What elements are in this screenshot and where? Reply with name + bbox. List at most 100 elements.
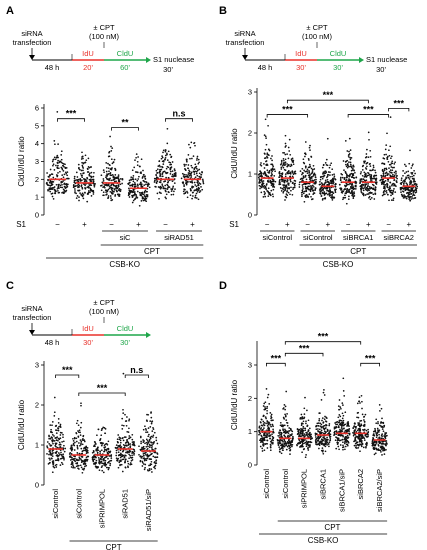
data-point — [367, 431, 370, 433]
data-point — [270, 440, 273, 442]
data-point — [377, 448, 380, 450]
significance-label: *** — [318, 332, 329, 342]
data-point — [305, 431, 308, 434]
data-point — [59, 446, 62, 449]
data-point — [196, 174, 199, 177]
data-point — [271, 164, 274, 166]
data-point — [68, 455, 71, 458]
scatter-lane — [91, 426, 113, 474]
data-point — [170, 190, 173, 192]
data-point — [195, 192, 198, 195]
data-point — [284, 195, 287, 198]
data-point — [280, 161, 283, 163]
data-point — [375, 177, 378, 180]
scatter-lane — [359, 131, 378, 201]
data-point — [166, 142, 169, 145]
data-point — [85, 179, 87, 181]
data-point — [411, 164, 414, 167]
data-point — [324, 450, 327, 453]
data-point — [415, 184, 418, 186]
data-point — [272, 436, 275, 439]
group-label: siControl — [303, 233, 333, 242]
data-point — [270, 163, 272, 166]
data-point — [127, 183, 130, 186]
data-point — [81, 161, 83, 164]
data-point — [392, 197, 395, 200]
data-point — [110, 158, 113, 161]
data-point — [348, 189, 350, 191]
data-point — [148, 439, 151, 442]
data-point — [316, 422, 319, 425]
data-point — [260, 172, 262, 175]
data-point — [100, 442, 102, 445]
data-point — [385, 432, 388, 434]
significance-label: *** — [97, 383, 108, 393]
lane-label: siPRIMPOL — [98, 489, 107, 528]
data-point — [304, 155, 306, 158]
data-point — [265, 184, 268, 186]
data-point — [107, 196, 110, 199]
data-point — [400, 183, 403, 186]
data-point — [368, 196, 370, 199]
data-point — [269, 423, 272, 426]
data-point — [135, 156, 137, 159]
data-point — [267, 187, 270, 190]
data-point — [335, 426, 338, 428]
data-point — [122, 449, 125, 452]
data-point — [369, 165, 372, 167]
data-point — [338, 414, 341, 416]
data-point — [304, 141, 307, 143]
data-point — [267, 192, 270, 194]
data-point — [79, 192, 81, 194]
data-point — [314, 187, 317, 189]
data-point — [128, 419, 130, 422]
data-point — [145, 200, 148, 203]
y-tick-label: 4 — [35, 139, 39, 148]
data-point — [76, 178, 78, 181]
data-point — [383, 162, 385, 165]
data-point — [365, 176, 368, 178]
data-point — [128, 196, 131, 198]
data-point — [93, 185, 96, 188]
data-point — [302, 192, 305, 195]
data-point — [61, 174, 64, 176]
data-point — [333, 430, 336, 433]
data-point — [307, 174, 310, 177]
data-point — [266, 407, 268, 410]
data-point — [345, 178, 348, 181]
data-point — [285, 448, 288, 451]
data-point — [174, 169, 176, 172]
data-point — [365, 183, 368, 185]
data-point — [262, 420, 265, 423]
data-point — [54, 158, 57, 161]
data-point — [75, 462, 77, 465]
data-point — [355, 181, 358, 183]
data-point — [408, 189, 410, 192]
data-point — [71, 456, 73, 459]
data-point — [270, 417, 272, 420]
data-point — [367, 183, 369, 185]
data-point — [329, 187, 331, 190]
data-point — [148, 443, 151, 446]
data-point — [375, 418, 378, 421]
data-point — [166, 127, 169, 130]
data-point — [272, 428, 274, 431]
data-point — [266, 412, 268, 415]
data-point — [99, 437, 102, 440]
data-point — [306, 433, 308, 436]
data-point — [189, 194, 192, 197]
data-point — [302, 188, 304, 190]
data-point — [334, 188, 336, 191]
data-point — [131, 459, 134, 461]
data-point — [262, 180, 265, 182]
data-point — [62, 455, 65, 458]
data-point — [304, 195, 307, 198]
data-point — [128, 435, 131, 437]
data-point — [284, 199, 286, 201]
data-point — [286, 413, 288, 415]
data-point — [263, 402, 266, 405]
data-point — [365, 445, 367, 448]
data-point — [146, 443, 149, 446]
data-point — [142, 180, 145, 182]
data-point — [145, 431, 147, 434]
